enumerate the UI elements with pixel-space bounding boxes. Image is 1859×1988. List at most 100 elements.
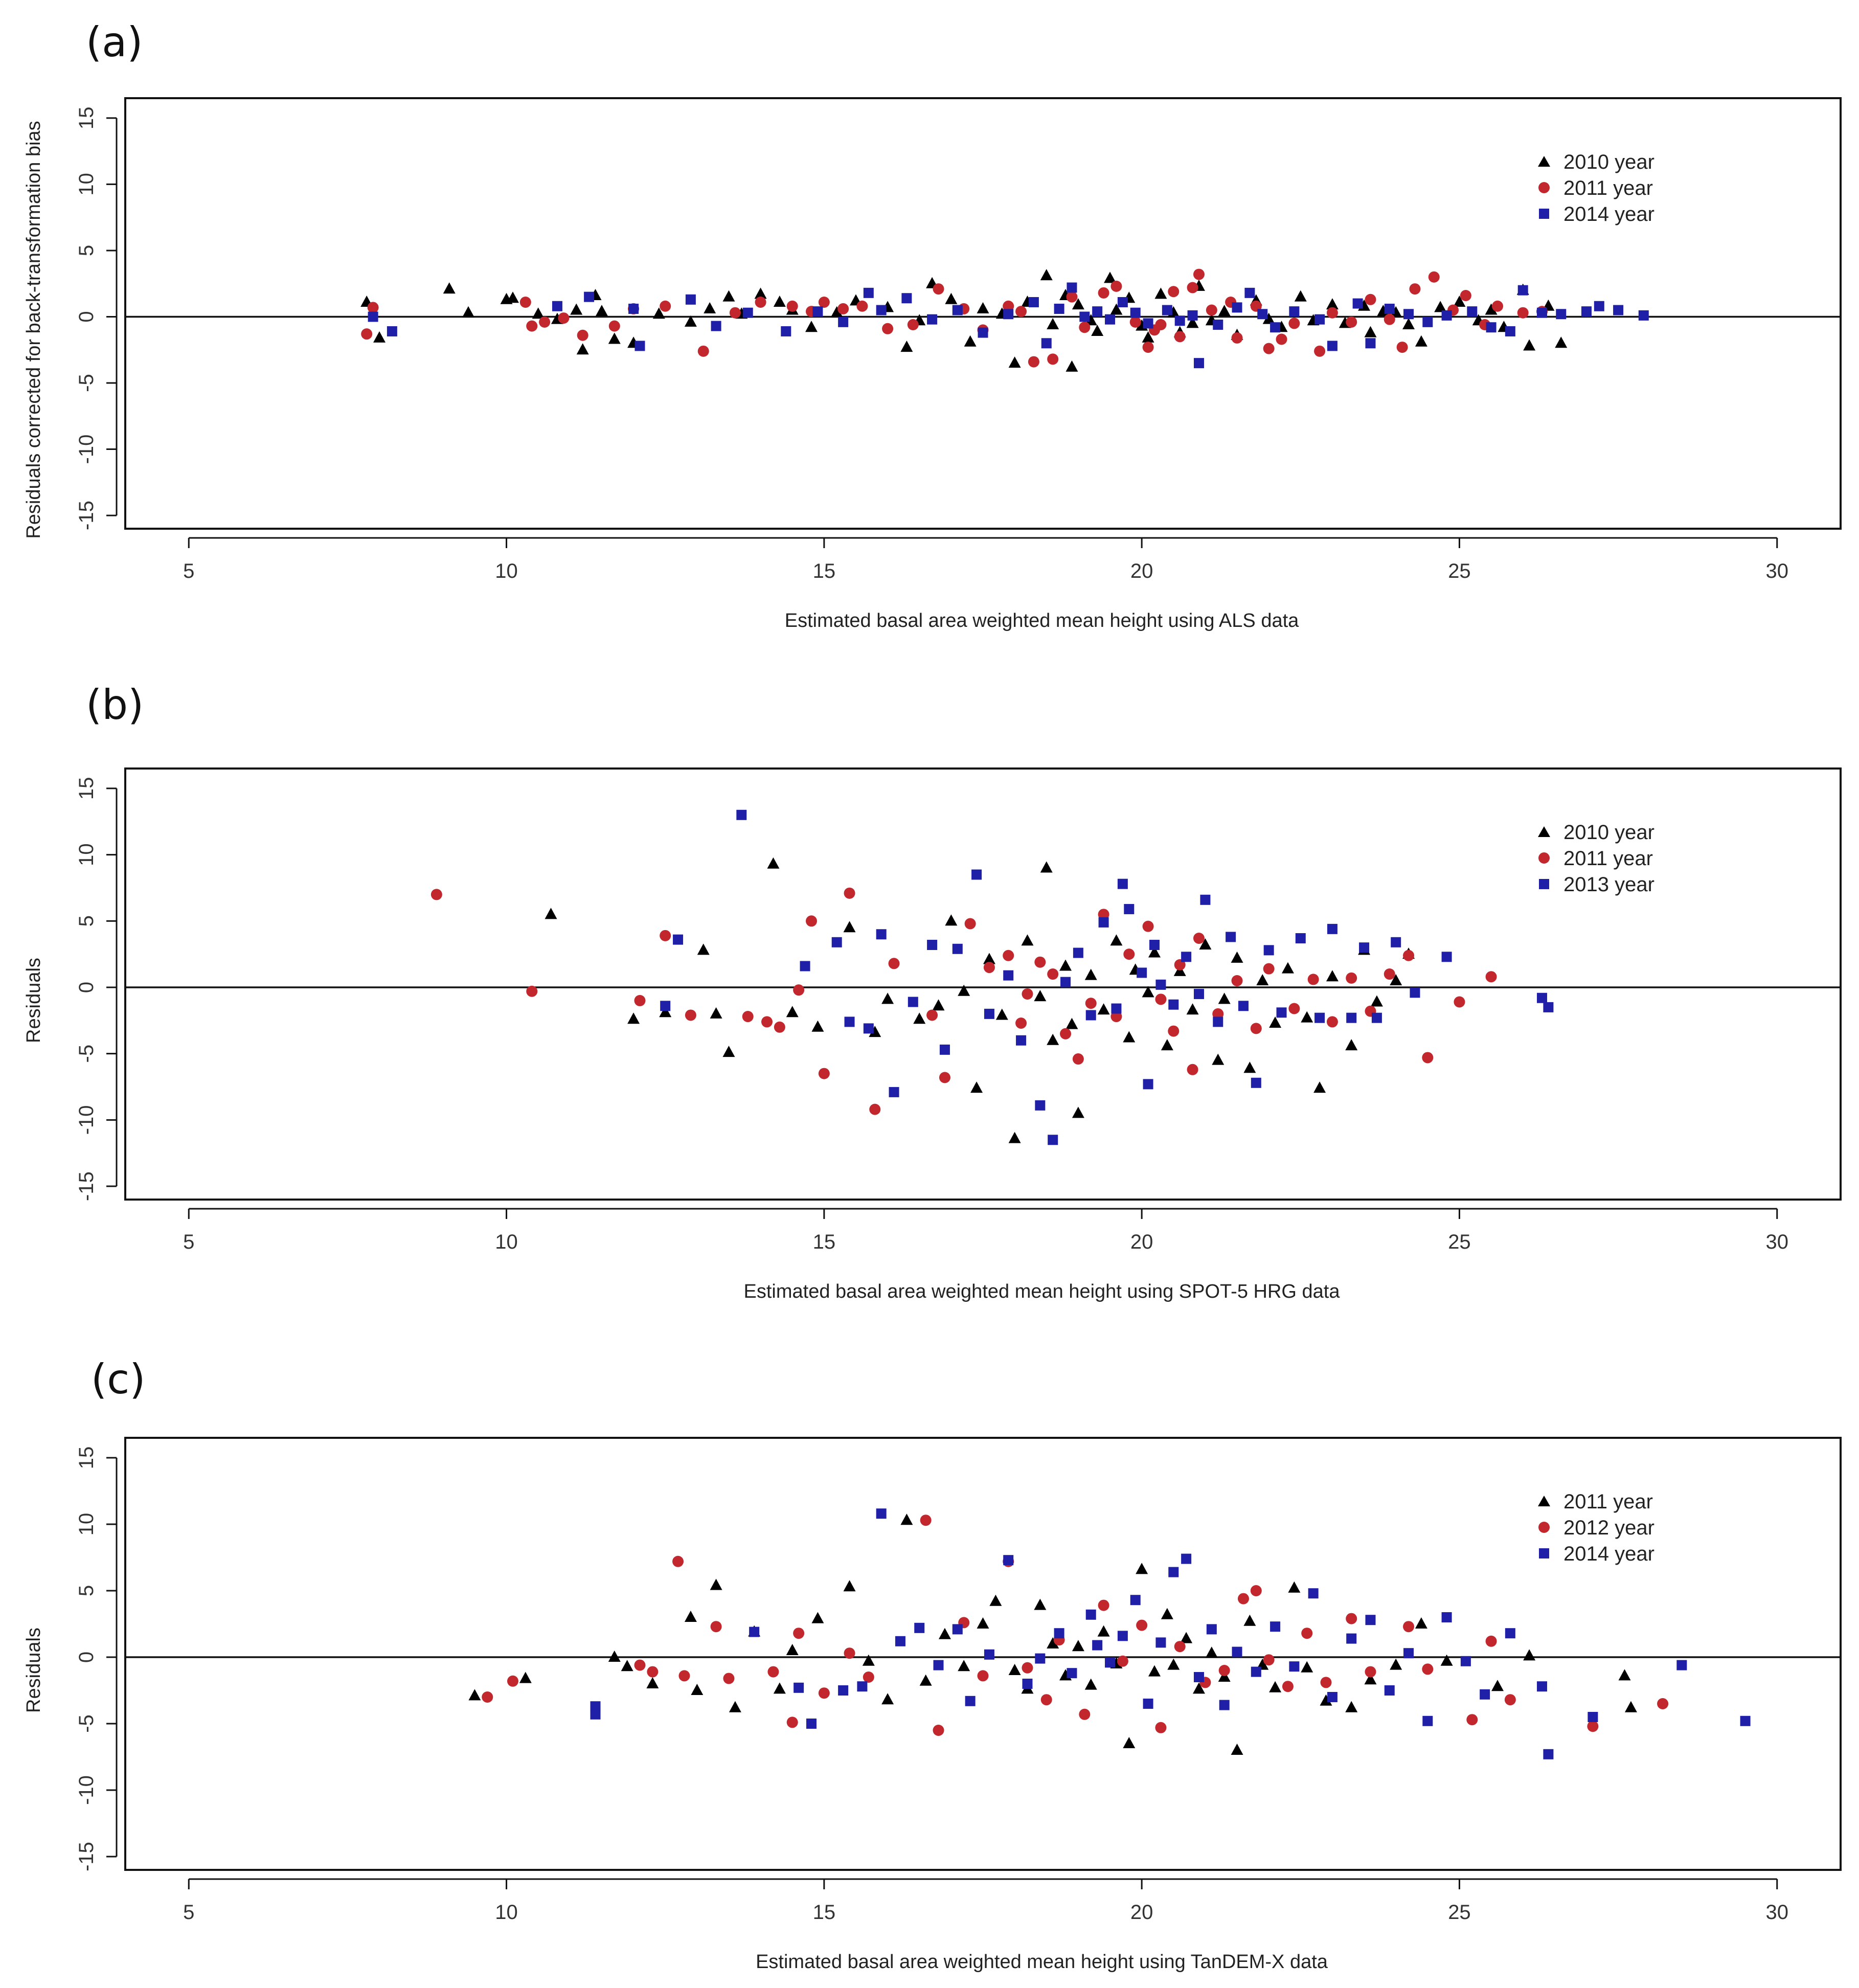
x-tick-label: 10 [495, 1231, 518, 1253]
data-point-square [1638, 310, 1649, 321]
data-point-circle [1384, 313, 1395, 325]
data-point-square [590, 1709, 601, 1720]
data-point-square [1213, 1016, 1223, 1027]
data-point-circle [1428, 271, 1440, 283]
x-tick-label: 15 [813, 1901, 836, 1924]
data-point-square [1162, 305, 1172, 315]
data-point-circle [1263, 343, 1275, 354]
data-point-triangle [691, 1684, 704, 1695]
legend-marker-square [1539, 1548, 1549, 1558]
data-point-triangle [1281, 962, 1294, 974]
data-point-circle [1168, 1025, 1180, 1037]
data-point-square [1143, 318, 1153, 329]
data-point-triangle [1212, 1053, 1225, 1065]
data-point-square [1314, 314, 1325, 325]
data-point-triangle [913, 1012, 926, 1024]
data-point-square [1327, 923, 1337, 934]
data-point-circle [1384, 968, 1395, 980]
data-point-square [1200, 894, 1211, 905]
data-point-square [984, 1649, 994, 1660]
data-point-square [1073, 947, 1083, 958]
series-2010-year [545, 857, 1415, 1143]
data-point-triangle [1440, 1654, 1453, 1666]
data-point-circle [869, 1103, 881, 1115]
data-point-circle [933, 1725, 944, 1736]
data-point-square [1403, 1648, 1414, 1659]
data-point-square [1244, 287, 1255, 298]
data-point-square [952, 305, 963, 315]
data-point-square [1536, 1681, 1547, 1692]
x-tick-label: 5 [183, 1231, 194, 1253]
data-point-square [1346, 1633, 1357, 1644]
data-point-circle [1485, 1635, 1497, 1647]
data-point-triangle [595, 305, 608, 317]
y-axis-title: Residuals [23, 958, 44, 1043]
data-point-square [1295, 933, 1306, 944]
data-point-square [978, 327, 988, 338]
data-point-circle [526, 320, 538, 332]
data-point-square [1384, 1685, 1395, 1696]
data-point-triangle [767, 857, 780, 869]
data-point-triangle [989, 1594, 1002, 1606]
series-2013-year [660, 809, 1554, 1145]
data-point-triangle [1148, 1665, 1161, 1677]
data-point-triangle [1021, 934, 1034, 946]
data-point-square [1486, 322, 1497, 333]
data-point-square [1193, 1672, 1204, 1682]
data-point-triangle [1186, 1003, 1199, 1015]
data-point-square [1149, 939, 1160, 950]
y-tick-label: -15 [75, 501, 98, 530]
data-point-circle [818, 296, 830, 308]
data-point-circle [1301, 1628, 1313, 1639]
data-point-triangle [938, 1628, 951, 1639]
data-point-triangle [900, 1513, 913, 1525]
data-point-square [590, 1701, 601, 1712]
data-point-circle [774, 1021, 785, 1033]
data-point-triangle [1084, 968, 1097, 980]
data-point-circle [660, 930, 671, 941]
data-point-square [1410, 987, 1420, 998]
data-point-square [387, 326, 397, 336]
data-point-square [1067, 282, 1077, 293]
data-point-triangle [869, 1026, 881, 1037]
data-point-square [971, 869, 982, 880]
data-point-triangle [1047, 1033, 1059, 1045]
y-tick-label: -5 [75, 1714, 98, 1733]
data-point-square [876, 1508, 887, 1519]
data-point-square [1022, 1679, 1033, 1689]
data-point-triangle [932, 999, 945, 1011]
data-point-circle [608, 320, 620, 332]
legend-entry: 2010 year [1563, 151, 1654, 173]
x-tick-label: 20 [1130, 1231, 1153, 1253]
data-point-square [660, 1001, 671, 1011]
data-point-square [952, 943, 963, 954]
y-tick-label: 10 [75, 843, 98, 866]
data-point-triangle [1123, 1031, 1136, 1043]
series-2011-year [468, 1513, 1637, 1755]
data-point-triangle [1555, 336, 1568, 348]
data-point-triangle [1370, 995, 1383, 1007]
panel-label: (a) [86, 18, 143, 66]
data-point-circle [761, 1016, 773, 1028]
x-tick-label: 20 [1130, 1901, 1153, 1924]
data-point-circle [1098, 287, 1109, 299]
x-tick-label: 5 [183, 1901, 194, 1924]
data-point-triangle [1624, 1701, 1637, 1712]
data-point-triangle [1269, 1016, 1282, 1028]
data-point-circle [1174, 331, 1186, 343]
data-point-square [1085, 1609, 1096, 1620]
data-point-triangle [786, 1644, 799, 1655]
data-point-triangle [729, 1701, 741, 1712]
data-point-square [1441, 952, 1452, 962]
data-point-circle [755, 296, 766, 308]
y-tick-label: 5 [75, 245, 98, 256]
data-point-square [1098, 917, 1109, 928]
data-point-square [1035, 1653, 1046, 1664]
data-point-circle [1040, 1694, 1052, 1706]
series-2011-year [430, 887, 1497, 1115]
data-point-square [1536, 307, 1547, 318]
data-point-triangle [1491, 1680, 1504, 1691]
series-2010-year [360, 269, 1568, 372]
plot-frame [124, 97, 1842, 530]
data-point-square [863, 1023, 874, 1034]
